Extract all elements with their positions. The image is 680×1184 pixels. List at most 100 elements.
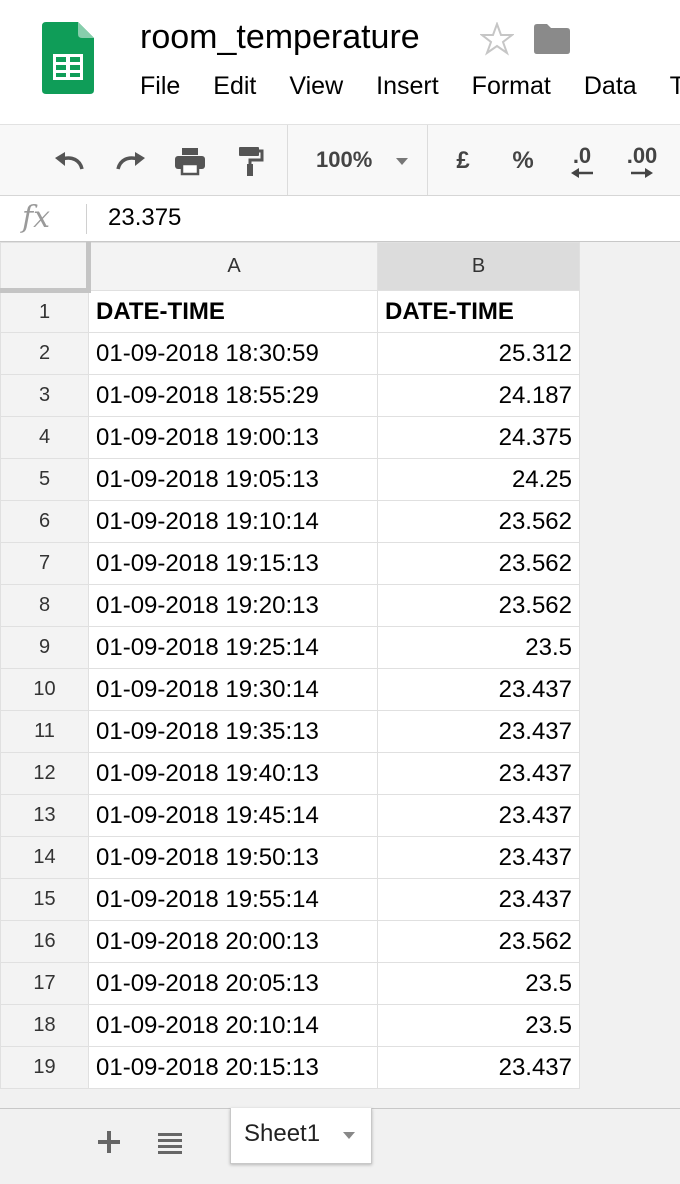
cell-a[interactable]: 01-09-2018 20:10:14 bbox=[88, 1004, 378, 1047]
cell-b[interactable]: 23.5 bbox=[377, 962, 580, 1005]
row-header[interactable]: 16 bbox=[0, 920, 89, 963]
zoom-caret-icon[interactable] bbox=[396, 158, 408, 165]
row-header[interactable]: 4 bbox=[0, 416, 89, 459]
sheet-tab-label: Sheet1 bbox=[244, 1120, 321, 1147]
menu-file[interactable]: File bbox=[140, 72, 181, 100]
table-row: 15 01-09-2018 19:55:14 23.437 bbox=[0, 878, 580, 921]
row-header[interactable]: 9 bbox=[0, 626, 89, 669]
cell-a[interactable]: 01-09-2018 19:05:13 bbox=[88, 458, 378, 501]
cell-b[interactable]: 24.25 bbox=[377, 458, 580, 501]
menu-insert[interactable]: Insert bbox=[376, 72, 439, 100]
sheet-tab-sheet1[interactable]: Sheet1 bbox=[230, 1108, 372, 1164]
cell-b[interactable]: 23.437 bbox=[377, 836, 580, 879]
select-all-corner[interactable] bbox=[0, 242, 91, 293]
column-header-a[interactable]: A bbox=[88, 242, 378, 291]
cell-a[interactable]: 01-09-2018 19:35:13 bbox=[88, 710, 378, 753]
cell-a[interactable]: 01-09-2018 18:55:29 bbox=[88, 374, 378, 417]
row-header[interactable]: 2 bbox=[0, 332, 89, 375]
sheets-logo-icon[interactable] bbox=[42, 22, 94, 94]
cell-b[interactable]: 23.5 bbox=[377, 1004, 580, 1047]
cell-b[interactable]: 23.437 bbox=[377, 752, 580, 795]
format-currency-button[interactable]: £ bbox=[456, 147, 470, 174]
row-header[interactable]: 18 bbox=[0, 1004, 89, 1047]
cell-a[interactable]: 01-09-2018 19:40:13 bbox=[88, 752, 378, 795]
cell-b[interactable]: 23.437 bbox=[377, 878, 580, 921]
cell-b[interactable]: 23.562 bbox=[377, 584, 580, 627]
cell-a[interactable]: 01-09-2018 20:15:13 bbox=[88, 1046, 378, 1089]
cell-a[interactable]: 01-09-2018 19:25:14 bbox=[88, 626, 378, 669]
table-row: 10 01-09-2018 19:30:14 23.437 bbox=[0, 668, 580, 711]
cell-b[interactable]: 25.312 bbox=[377, 332, 580, 375]
menu-view[interactable]: View bbox=[289, 72, 344, 100]
all-sheets-icon[interactable] bbox=[156, 1131, 184, 1155]
row-header[interactable]: 17 bbox=[0, 962, 89, 1005]
menu-data[interactable]: Data bbox=[583, 72, 637, 100]
table-row: 18 01-09-2018 20:10:14 23.5 bbox=[0, 1004, 580, 1047]
cell-a[interactable]: 01-09-2018 19:15:13 bbox=[88, 542, 378, 585]
row-header[interactable]: 8 bbox=[0, 584, 89, 627]
star-icon[interactable] bbox=[480, 22, 514, 56]
cell-a[interactable]: 01-09-2018 19:30:14 bbox=[88, 668, 378, 711]
row-header[interactable]: 10 bbox=[0, 668, 89, 711]
paint-format-button[interactable] bbox=[230, 139, 270, 183]
cell-a[interactable]: 01-09-2018 19:55:14 bbox=[88, 878, 378, 921]
cell-a[interactable]: 01-09-2018 20:05:13 bbox=[88, 962, 378, 1005]
sheet-tab-menu-icon[interactable] bbox=[343, 1132, 355, 1139]
cell-a[interactable]: 01-09-2018 19:00:13 bbox=[88, 416, 378, 459]
row-header[interactable]: 3 bbox=[0, 374, 89, 417]
row-header[interactable]: 5 bbox=[0, 458, 89, 501]
row-header[interactable]: 6 bbox=[0, 500, 89, 543]
menu-format[interactable]: Format bbox=[471, 72, 551, 100]
menu-edit[interactable]: Edit bbox=[213, 72, 257, 100]
menu-tools[interactable]: T bbox=[669, 72, 680, 100]
cell-a[interactable]: 01-09-2018 19:20:13 bbox=[88, 584, 378, 627]
cell-b[interactable]: 23.437 bbox=[377, 710, 580, 753]
cell-b[interactable]: DATE-TIME bbox=[377, 290, 580, 333]
undo-button[interactable] bbox=[50, 139, 90, 183]
table-row: 14 01-09-2018 19:50:13 23.437 bbox=[0, 836, 580, 879]
decrease-decimals-button[interactable]: .0 bbox=[560, 139, 604, 183]
cell-a[interactable]: 01-09-2018 19:50:13 bbox=[88, 836, 378, 879]
row-header[interactable]: 19 bbox=[0, 1046, 89, 1089]
cell-a[interactable]: 01-09-2018 19:10:14 bbox=[88, 500, 378, 543]
cell-a[interactable]: 01-09-2018 20:00:13 bbox=[88, 920, 378, 963]
redo-icon bbox=[116, 152, 145, 170]
paint-format-icon bbox=[239, 147, 264, 176]
toolbar-divider bbox=[427, 125, 428, 195]
format-percent-button[interactable]: % bbox=[512, 147, 534, 174]
cell-b[interactable]: 23.562 bbox=[377, 500, 580, 543]
table-row: 12 01-09-2018 19:40:13 23.437 bbox=[0, 752, 580, 795]
folder-icon[interactable] bbox=[534, 24, 570, 54]
table-row: 17 01-09-2018 20:05:13 23.5 bbox=[0, 962, 580, 1005]
cell-a[interactable]: DATE-TIME bbox=[88, 290, 378, 333]
row-header[interactable]: 14 bbox=[0, 836, 89, 879]
row-header[interactable]: 1 bbox=[0, 290, 89, 333]
row-header[interactable]: 11 bbox=[0, 710, 89, 753]
add-sheet-icon[interactable] bbox=[94, 1127, 124, 1157]
cell-b[interactable]: 23.562 bbox=[377, 920, 580, 963]
zoom-select[interactable]: 100% bbox=[316, 147, 373, 172]
column-header-b[interactable]: B bbox=[377, 242, 580, 291]
row-header[interactable]: 7 bbox=[0, 542, 89, 585]
increase-decimals-button[interactable]: .00 bbox=[620, 139, 664, 183]
cell-b[interactable]: 23.437 bbox=[377, 668, 580, 711]
cell-b[interactable]: 23.437 bbox=[377, 794, 580, 837]
cell-a[interactable]: 01-09-2018 19:45:14 bbox=[88, 794, 378, 837]
cell-b[interactable]: 24.187 bbox=[377, 374, 580, 417]
cell-a[interactable]: 01-09-2018 18:30:59 bbox=[88, 332, 378, 375]
redo-button[interactable] bbox=[110, 139, 150, 183]
document-title[interactable]: room_temperature bbox=[140, 18, 420, 56]
print-button[interactable] bbox=[170, 139, 210, 183]
row-header[interactable]: 15 bbox=[0, 878, 89, 921]
increase-decimals-label: .00 bbox=[626, 143, 658, 168]
cell-b[interactable]: 23.562 bbox=[377, 542, 580, 585]
cell-b[interactable]: 23.437 bbox=[377, 1046, 580, 1089]
table-row: 9 01-09-2018 19:25:14 23.5 bbox=[0, 626, 580, 669]
formula-input[interactable]: 23.375 bbox=[108, 204, 182, 231]
row-header[interactable]: 13 bbox=[0, 794, 89, 837]
cell-b[interactable]: 24.375 bbox=[377, 416, 580, 459]
cell-b[interactable]: 23.5 bbox=[377, 626, 580, 669]
title-bar: room_temperature File Edit View Insert F… bbox=[0, 0, 680, 124]
toolbar: 100% £ % .0 .00 bbox=[0, 124, 680, 196]
row-header[interactable]: 12 bbox=[0, 752, 89, 795]
